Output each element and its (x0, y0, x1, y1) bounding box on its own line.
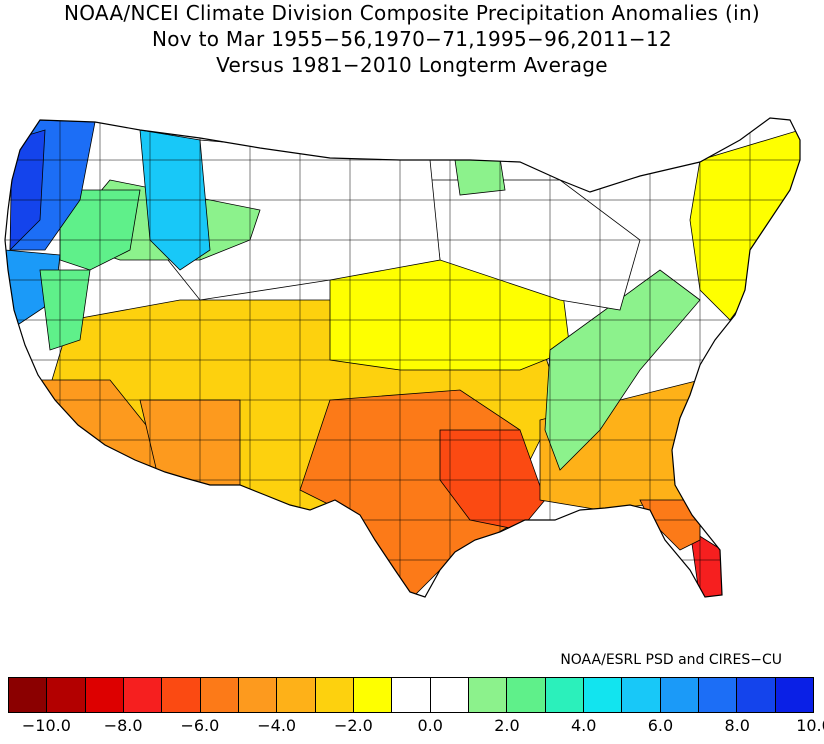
colorbar-tick-label: 2.0 (494, 716, 520, 735)
colorbar-swatch (277, 678, 316, 712)
colorbar-tick-label: −2.0 (333, 716, 373, 735)
chart-subtitle-baseline: Versus 1981−2010 Longterm Average (216, 53, 608, 77)
credit-text: NOAA/ESRL PSD and CIRES−CU (560, 652, 782, 668)
region-florida-south (689, 529, 723, 597)
colorbar-swatch (545, 678, 584, 712)
division-boundaries (5, 120, 800, 597)
colorbar-swatch (162, 678, 201, 712)
colorbar-tick-label: 10.0 (796, 716, 824, 735)
chart-subtitle-period: Nov to Mar 1955−56,1970−71,1995−96,2011−… (151, 27, 672, 51)
colorbar-tick-label: 6.0 (647, 716, 674, 735)
us-outline (4, 117, 801, 598)
colorbar-swatch (200, 678, 239, 712)
colorbar-tick-label: −6.0 (180, 716, 220, 735)
colorbar-swatch (737, 678, 776, 712)
colorbar-swatch (775, 678, 813, 712)
colorbar-swatch (698, 678, 738, 712)
colorbar-swatch (622, 678, 661, 712)
colorbar-tick-label: 0.0 (417, 716, 443, 735)
us-climate-division-map (4, 117, 801, 598)
colorbar-swatch (47, 678, 86, 712)
colorbar-swatch (583, 678, 623, 712)
colorbar-swatch (660, 678, 699, 712)
colorbar-tick-label: −4.0 (257, 716, 297, 735)
region-arizona-south (139, 399, 241, 496)
chart-title: NOAA/NCEI Climate Division Composite Pre… (63, 1, 761, 25)
colorbar-swatch (85, 678, 124, 712)
colorbar-swatch (468, 678, 508, 712)
colorbar-swatch (353, 678, 393, 712)
region-minnesota-arrowhead (454, 157, 506, 196)
colorbar-tick-labels: −10.0 −8.0 −6.0 −4.0 −2.0 0.0 2.0 4.0 6.0 8.0 10.0 (8, 716, 824, 740)
colorbar-swatch (315, 678, 354, 712)
colorbar-tick-label: −8.0 (103, 716, 143, 735)
colorbar-swatch (238, 678, 278, 712)
colorbar-tick-label: 8.0 (724, 716, 750, 735)
colorbar-swatch (430, 678, 469, 712)
colorbar-tick-label: 4.0 (570, 716, 597, 735)
colorbar-swatch (123, 678, 163, 712)
region-northern-california-inland (39, 269, 91, 351)
colorbar-legend (8, 677, 814, 713)
colorbar-swatch (9, 678, 48, 712)
colorbar-tick-label: −10.0 (21, 716, 71, 735)
title-block: NOAA/NCEI Climate Division Composite Pre… (0, 0, 824, 78)
colorbar-swatch (507, 678, 546, 712)
colorbar-swatch (392, 678, 431, 712)
